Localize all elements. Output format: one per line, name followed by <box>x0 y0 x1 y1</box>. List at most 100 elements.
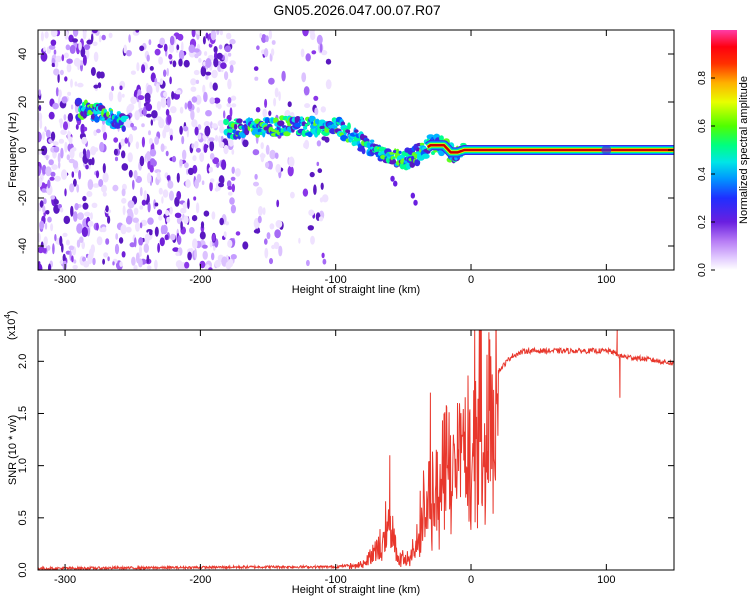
spectrogram-noise-blob <box>242 139 249 148</box>
spectrogram-noise-blob <box>170 233 176 241</box>
spectrogram-noise-blob <box>95 170 100 179</box>
spectrogram-noise-blob <box>135 252 140 264</box>
spectrogram-noise-blob <box>61 169 68 180</box>
spectrogram-noise-blob <box>98 179 104 187</box>
spectrogram-noise-blob <box>195 202 200 214</box>
spectrogram-noise-blob <box>91 157 95 166</box>
spectrogram-noise-field <box>38 30 332 270</box>
spectrogram-noise-blob <box>166 175 171 181</box>
colorbar: 0.0 0.2 0.4 0.6 0.8 Normalized spectral ampl… <box>697 30 750 277</box>
spectrogram-noise-blob <box>135 30 140 33</box>
colorbar-label: Normalized spectral amplitude <box>738 76 750 224</box>
spectrogram-noise-blob <box>199 231 206 240</box>
spectrogram-noise-blob <box>202 36 206 45</box>
spectrogram-noise-blob <box>196 107 200 113</box>
spectrogram-noise-blob <box>205 74 209 80</box>
spectrogram-noise-blob <box>187 182 191 187</box>
spectrogram-noise-blob <box>87 179 94 190</box>
spectrogram-noise-blob <box>145 103 153 112</box>
spectrogram-noise-blob <box>63 52 69 59</box>
spectrogram-noise-blob <box>218 135 222 144</box>
spectrogram-noise-blob <box>134 110 140 121</box>
snr-line <box>38 330 674 570</box>
spectrogram-noise-blob <box>52 243 55 255</box>
spectrogram-noise-blob <box>73 178 77 187</box>
spectrogram-noise-blob <box>40 52 48 62</box>
spectrogram-noise-blob <box>219 30 223 36</box>
spectrogram-noise-blob <box>194 248 197 259</box>
spectrogram-noise-blob <box>265 144 270 155</box>
spectrogram-track-blob <box>233 123 238 130</box>
spectrogram-noise-blob <box>59 207 64 213</box>
spectrogram-noise-blob <box>166 216 171 223</box>
spectrogram-noise-blob <box>77 82 84 88</box>
spectrogram-noise-blob <box>188 103 193 110</box>
spectrogram-noise-blob <box>317 168 323 174</box>
spectrogram-noise-blob <box>202 84 206 94</box>
spectrogram-noise-blob <box>87 220 94 227</box>
spectrogram-noise-blob <box>171 91 175 100</box>
spectrogram-noise-blob <box>304 139 310 150</box>
spectrogram-noise-blob <box>38 177 43 188</box>
spectrogram-noise-blob <box>310 31 316 41</box>
snr-y-tick-label: 1.0 <box>17 458 29 473</box>
spectrogram-noise-blob <box>135 141 140 150</box>
spectrogram-noise-blob <box>139 205 144 210</box>
spectrogram-noise-blob <box>172 60 177 68</box>
spectrogram-noise-blob <box>227 191 233 196</box>
spectrogram-noise-blob <box>73 259 77 264</box>
spectrogram-noise-blob <box>227 239 233 248</box>
spectrogram-noise-blob <box>193 48 200 53</box>
spectrogram-noise-blob <box>174 212 182 218</box>
spectrogram-noise-blob <box>179 125 183 135</box>
spectrogram-noise-blob <box>224 71 229 81</box>
spectrogram-noise-blob <box>199 152 205 163</box>
spectrogram-noise-blob <box>126 208 133 215</box>
spectrogram-y-tick-label: -40 <box>17 238 29 254</box>
spectrogram-noise-blob <box>275 163 282 173</box>
spectrogram-noise-blob <box>141 136 145 148</box>
spectrogram-track-blob <box>317 127 322 134</box>
spectrogram-noise-blob <box>66 58 73 64</box>
spectrogram-noise-blob <box>128 34 131 43</box>
snr-x-tick-label: -100 <box>325 574 347 586</box>
colorbar-tick-label: 0.8 <box>697 71 708 85</box>
spectrogram-noise-blob <box>66 63 72 73</box>
spectrogram-noise-blob <box>158 56 164 65</box>
spectrogram-frequency-track <box>75 97 674 206</box>
spectrogram-noise-blob <box>163 43 168 52</box>
spectrogram-noise-blob <box>229 60 236 66</box>
spectrogram-noise-blob <box>275 220 283 228</box>
spectrogram-noise-blob <box>57 152 61 164</box>
spectrogram-noise-blob <box>212 233 216 242</box>
spectrogram-noise-blob <box>316 161 320 167</box>
spectrogram-noise-blob <box>122 205 126 216</box>
spectrogram-noise-blob <box>215 103 219 108</box>
spectrogram-noise-blob <box>218 182 224 188</box>
spectrogram-track-blob <box>94 116 100 123</box>
spectrogram-track-blob <box>393 180 398 187</box>
spectrogram-noise-blob <box>41 188 47 193</box>
spectrogram-noise-blob <box>218 141 225 148</box>
spectrogram-noise-blob <box>50 195 56 200</box>
spectrogram-noise-blob <box>265 161 270 169</box>
spectrogram-noise-blob <box>213 57 219 68</box>
spectrogram-noise-blob <box>154 202 159 207</box>
spectrogram-noise-blob <box>119 261 123 267</box>
spectrogram-noise-blob <box>318 216 324 222</box>
spectrogram-noise-blob <box>271 40 276 45</box>
spectrogram-noise-blob <box>158 187 163 195</box>
svg-text:(x104): (x104) <box>3 310 18 340</box>
spectrogram-noise-blob <box>253 229 261 234</box>
spectrogram-noise-blob <box>319 43 323 53</box>
spectrogram-noise-blob <box>102 131 108 141</box>
spectrogram-track-blob <box>390 175 395 182</box>
spectrogram-noise-blob <box>169 35 175 46</box>
spectrogram-track-blob <box>391 159 397 165</box>
spectrogram-noise-blob <box>322 258 327 265</box>
spectrogram-noise-blob <box>74 81 78 87</box>
spectrogram-noise-blob <box>149 230 153 236</box>
spectrogram-track-blob <box>410 192 416 199</box>
spectrogram-noise-blob <box>192 155 197 162</box>
spectrogram-noise-blob <box>147 217 154 225</box>
